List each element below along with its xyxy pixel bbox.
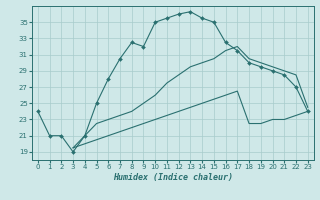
X-axis label: Humidex (Indice chaleur): Humidex (Indice chaleur) — [113, 173, 233, 182]
